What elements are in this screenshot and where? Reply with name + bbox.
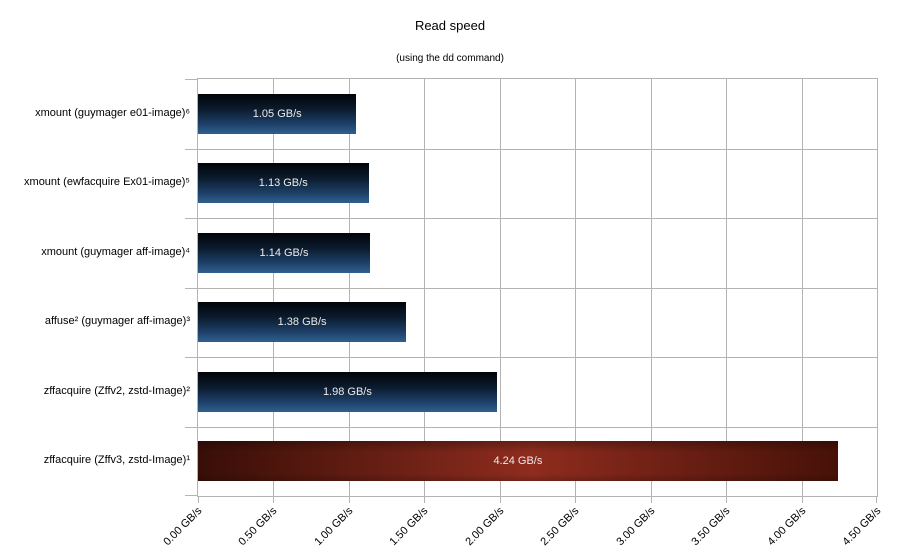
bar-value-label: 1.98 GB/s — [322, 385, 372, 398]
x-tick-label: 2.00 GB/s — [463, 505, 507, 549]
y-axis-tick — [185, 357, 197, 358]
x-axis-tick — [424, 497, 426, 503]
chart-subtitle: (using the dd command) — [396, 53, 504, 64]
x-tick-label: 3.00 GB/s — [614, 505, 658, 549]
x-axis-tick — [575, 497, 577, 503]
bar: 1.38 GB/s — [198, 302, 407, 343]
x-axis-tick — [499, 497, 501, 503]
category-label: xmount (guymager e01-image)⁶ — [35, 106, 190, 119]
bar-value-label: 1.38 GB/s — [277, 316, 327, 329]
plot-area: 1.05 GB/s 1.13 GB/s 1.14 GB/s 1.38 GB/s 1.98… — [161, 78, 883, 548]
category-label: zffacquire (Zffv3, zstd-Image)¹ — [43, 454, 190, 467]
category-label: xmount (guymager aff-image)⁴ — [41, 245, 190, 258]
x-tick-label: 1.00 GB/s — [312, 505, 356, 549]
gridline-horizontal — [198, 287, 877, 289]
bar: 1.98 GB/s — [198, 371, 497, 412]
gridline-horizontal — [198, 148, 877, 150]
x-tick-label: 2.50 GB/s — [538, 505, 582, 549]
bar-value-label: 1.05 GB/s — [252, 107, 302, 120]
bar: 1.14 GB/s — [198, 232, 370, 273]
x-axis-tick — [801, 497, 803, 503]
x-axis-tick — [348, 497, 350, 503]
y-axis-tick — [185, 495, 197, 496]
bar-value-label: 1.13 GB/s — [258, 177, 308, 190]
y-axis-tick — [185, 426, 197, 428]
x-tick-label: 1.50 GB/s — [387, 505, 431, 549]
x-tick-label: 4.50 GB/s — [840, 505, 884, 549]
x-tick-label: 0.50 GB/s — [236, 505, 280, 549]
x-axis-tick — [876, 497, 877, 503]
x-tick-label: 3.50 GB/s — [689, 505, 733, 549]
gridline-horizontal — [198, 357, 877, 358]
bar: 1.05 GB/s — [198, 93, 357, 134]
x-axis-tick — [273, 497, 275, 503]
gridline-horizontal — [198, 218, 877, 219]
category-label: xmount (ewfacquire Ex01-image)⁵ — [24, 176, 190, 189]
bar: 4.24 GB/s — [198, 441, 838, 482]
x-tick-label: 0.00 GB/s — [161, 505, 205, 549]
x-tick-label: 4.00 GB/s — [765, 505, 809, 549]
bar-value-label: 1.14 GB/s — [259, 246, 309, 259]
bar: 1.13 GB/s — [198, 163, 369, 204]
x-axis-tick — [198, 497, 199, 503]
x-axis-tick — [726, 497, 728, 503]
category-label: affuse² (guymager aff-image)³ — [44, 315, 190, 328]
gridline-horizontal — [198, 426, 877, 428]
x-axis-tick — [650, 497, 652, 503]
y-axis-tick — [185, 79, 197, 80]
category-label: zffacquire (Zffv2, zstd-Image)² — [43, 384, 190, 397]
y-axis-tick — [185, 287, 197, 289]
chart-title: Read speed — [414, 18, 486, 33]
bar-value-label: 4.24 GB/s — [493, 455, 543, 468]
y-axis-tick — [185, 218, 197, 219]
y-axis-tick — [185, 148, 197, 150]
